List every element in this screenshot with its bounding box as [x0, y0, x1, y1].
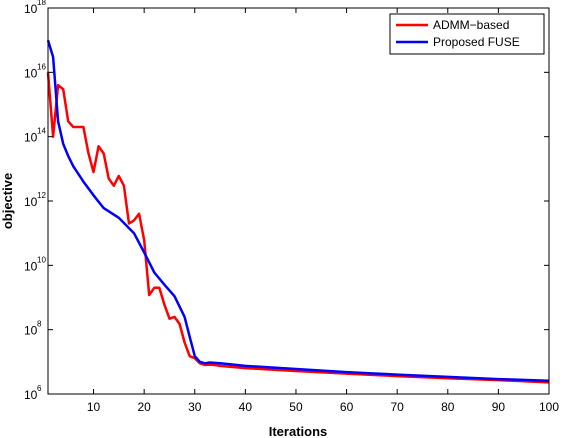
y-tick-label: 10 [24, 259, 38, 273]
y-tick-label: 10 [24, 66, 38, 80]
x-tick-label: 70 [391, 400, 405, 414]
x-tick-label: 20 [137, 400, 151, 414]
y-tick-label: 10 [24, 324, 38, 338]
series-line-fuse [46, 39, 550, 382]
x-tick-label: 50 [289, 400, 303, 414]
legend-items: ADMM−based Proposed FUSE [396, 18, 520, 49]
x-tick-label: 100 [539, 400, 559, 414]
x-axis: 10 20 30 40 50 60 70 80 90 100 [87, 8, 559, 414]
y-tick-label: 10 [24, 131, 38, 145]
x-tick-label: 80 [441, 400, 455, 414]
legend: ADMM−based Proposed FUSE [389, 13, 545, 55]
x-tick-label: 40 [239, 400, 253, 414]
y-tick-exponent: 16 [37, 62, 46, 71]
y-tick-label: 10 [24, 388, 38, 402]
x-tick-label: 10 [87, 400, 101, 414]
y-axis-label: objective [0, 173, 15, 229]
x-tick-label: 30 [188, 400, 202, 414]
y-tick-exponent: 14 [37, 127, 46, 136]
y-tick-exponent: 6 [37, 384, 42, 393]
legend-label-fuse: Proposed FUSE [433, 35, 520, 49]
y-tick-exponent: 18 [37, 0, 46, 7]
y-tick-label: 10 [24, 195, 38, 209]
y-tick-label: 10 [24, 2, 38, 16]
series-line-admm [46, 72, 550, 384]
legend-label-admm: ADMM−based [433, 18, 509, 32]
x-tick-label: 60 [340, 400, 354, 414]
y-tick-exponent: 10 [37, 255, 46, 264]
y-tick-exponent: 12 [37, 191, 46, 200]
x-axis-label: Iterations [269, 424, 328, 438]
x-tick-label: 90 [492, 400, 506, 414]
legend-box [389, 13, 545, 55]
y-tick-exponent: 8 [37, 320, 42, 329]
series-layer [46, 39, 550, 384]
plot-background [48, 8, 549, 394]
